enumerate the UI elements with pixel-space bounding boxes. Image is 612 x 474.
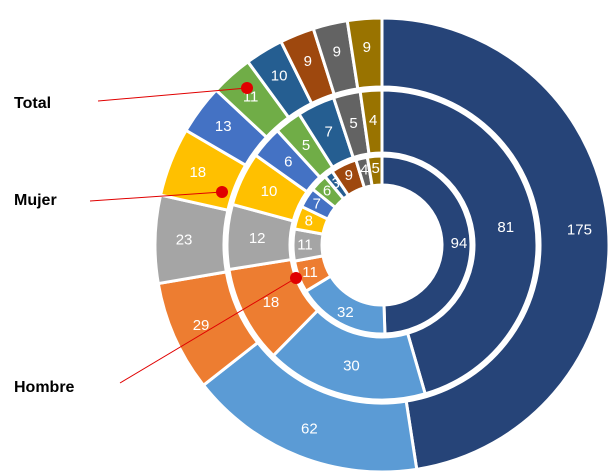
data-label-hombre-9: 4: [360, 162, 368, 179]
annotation-label-hombre: Hombre: [14, 379, 75, 396]
slice-total-0: [380, 16, 611, 472]
chart-slices: [153, 16, 611, 474]
data-label-hombre-8: 9: [345, 167, 353, 184]
annotation-dot-total: [241, 82, 253, 94]
data-label-hombre-3: 11: [297, 237, 313, 254]
data-label-total-9: 9: [333, 44, 341, 61]
data-label-hombre-4: 8: [305, 213, 313, 230]
data-label-total-2: 29: [193, 317, 210, 334]
data-label-hombre-2: 11: [302, 264, 318, 281]
data-label-mujer-10: 4: [369, 112, 377, 129]
slice-mujer-0: [380, 88, 539, 396]
data-label-mujer-9: 5: [349, 115, 357, 132]
data-label-total-7: 10: [271, 67, 288, 84]
data-label-total-10: 9: [363, 39, 371, 56]
data-label-mujer-3: 12: [249, 230, 266, 247]
data-label-total-3: 23: [176, 231, 193, 248]
slice-hombre-10: [365, 154, 384, 188]
annotation-label-total: Total: [14, 95, 51, 112]
data-label-total-5: 13: [215, 118, 232, 135]
data-label-total-1: 62: [301, 421, 318, 438]
slice-hombre-0: [380, 154, 473, 336]
annotation-label-mujer: Mujer: [14, 192, 57, 209]
slice-total-10: [345, 16, 384, 91]
data-label-hombre-5: 7: [313, 195, 321, 212]
data-label-mujer-0: 81: [497, 219, 514, 236]
annotation-line-mujer: [89, 191, 223, 202]
data-label-mujer-7: 7: [324, 123, 332, 140]
data-label-mujer-5: 6: [284, 154, 292, 171]
annotation-dot-mujer: [216, 186, 228, 198]
data-label-hombre-1: 32: [337, 304, 354, 321]
data-label-mujer-1: 30: [343, 358, 360, 375]
annotation-line-hombre: [119, 277, 297, 384]
data-label-hombre-0: 94: [451, 235, 468, 252]
data-label-total-0: 175: [567, 221, 592, 238]
annotation-line-total: [97, 87, 248, 102]
data-label-total-8: 9: [304, 53, 312, 70]
slice-mujer-10: [358, 88, 384, 156]
data-label-mujer-4: 10: [261, 183, 278, 200]
data-label-hombre-6: 6: [323, 183, 331, 200]
data-label-mujer-6: 5: [302, 137, 310, 154]
data-label-total-4: 18: [189, 164, 206, 181]
chart-annotations: Total Mujer Hombre: [14, 82, 302, 396]
annotation-dot-hombre: [290, 272, 302, 284]
data-label-hombre-10: 5: [371, 160, 379, 177]
data-label-mujer-2: 18: [263, 294, 280, 311]
data-label-hombre-7: 3: [332, 175, 340, 192]
